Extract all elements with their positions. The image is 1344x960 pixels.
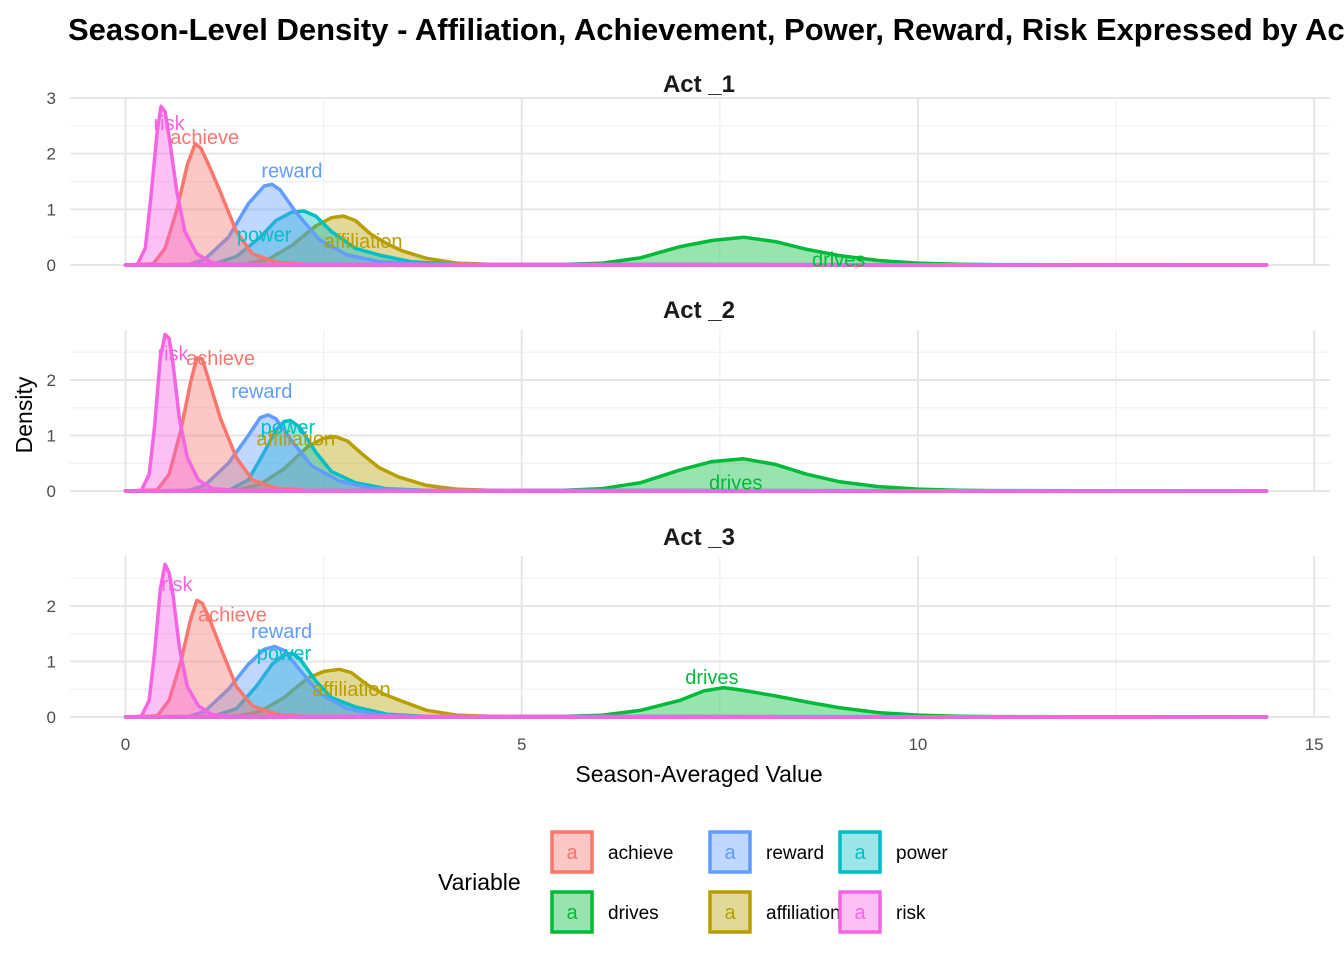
y-tick-label: 2 [47,145,56,164]
legend-title: Variable [438,869,521,895]
curve-label-drives: drives [709,473,762,495]
density-risk [123,332,1269,493]
legend-key [838,830,882,874]
legend-key-glyph: a [566,902,578,924]
legend-key-glyph: a [854,842,866,864]
curve-label-achieve: achieve [198,604,267,626]
curve-label-power: power [237,224,292,246]
legend-label: drives [608,903,659,924]
curve-label-achieve: achieve [186,348,255,370]
y-tick-label: 2 [47,371,56,390]
facet-strip-label: Act _2 [663,297,735,324]
x-tick-label: 0 [121,735,130,754]
curve-label-risk: risk [154,113,186,135]
legend-item-power: a power [838,830,948,874]
curve-label-affiliation: affiliation [324,231,403,253]
curve-label-power: power [261,417,316,439]
curve-label-reward: reward [231,381,292,403]
facet-strip-label: Act _3 [663,524,735,551]
x-tick-label: 10 [908,735,927,754]
curve-label-achieve: achieve [170,127,239,149]
legend-label: risk [896,903,926,924]
legend-item-risk: a risk [838,890,926,934]
curve-label-risk: risk [161,574,193,596]
legend-key [550,830,594,874]
legend-label: achieve [608,843,674,864]
curve-label-drives: drives [812,249,865,271]
facet-panels: Act _10123drivesaffiliationpowerrewardac… [47,71,1330,727]
curve-label-affiliation: affiliation [312,679,391,701]
x-axis-title: Season-Averaged Value [575,761,822,787]
curve-label-risk: risk [157,343,189,365]
y-tick-label: 1 [47,200,56,219]
legend-key [708,830,752,874]
legend-key [708,890,752,934]
legend-key-glyph: a [854,902,866,924]
legend: Variable a achieve a drives a reward a affiliat… [438,830,948,934]
chart-title: Season-Level Density - Affiliation, Achi… [68,12,1344,47]
legend-item-achieve: a achieve [550,830,674,874]
panel-act-1: Act _1 0 1 2 3 drives affiliation power reward ac… [47,71,1330,275]
curve-label-affiliation: affiliation [257,428,336,450]
curve-label-reward: reward [261,160,322,182]
curve-label-power: power [257,643,312,665]
legend-item-drives: a drives [550,890,659,934]
curve-label-drives: drives [685,667,738,689]
legend-item-reward: a reward [708,830,824,874]
facet-strip-label: Act _1 [663,71,735,98]
panel-act-3: Act _3 0 1 2 drives affiliationpowerrewardach… [47,524,1330,727]
x-tick-label: 5 [517,735,526,754]
density-risk [123,562,1269,719]
x-axis-ticks: 0 5 10 15 [121,735,1324,754]
curve-label-reward: reward [251,621,312,643]
legend-key [838,890,882,934]
y-tick-label: 0 [47,482,56,501]
legend-label: affiliation [766,903,841,924]
y-tick-label: 0 [47,708,56,727]
y-tick-label: 1 [47,652,56,671]
legend-key [550,890,594,934]
y-tick-label: 3 [47,89,56,108]
legend-key-glyph: a [566,842,578,864]
y-axis-title: Density [11,376,37,453]
legend-item-affiliation: a affiliation [708,890,841,934]
legend-label: reward [766,843,824,864]
y-tick-label: 2 [47,597,56,616]
legend-label: power [896,843,948,864]
legend-key-glyph: a [724,842,736,864]
legend-key-glyph: a [724,902,736,924]
x-tick-label: 15 [1305,735,1324,754]
y-tick-label: 1 [47,426,56,445]
density-risk [123,104,1269,267]
y-tick-label: 0 [47,256,56,275]
